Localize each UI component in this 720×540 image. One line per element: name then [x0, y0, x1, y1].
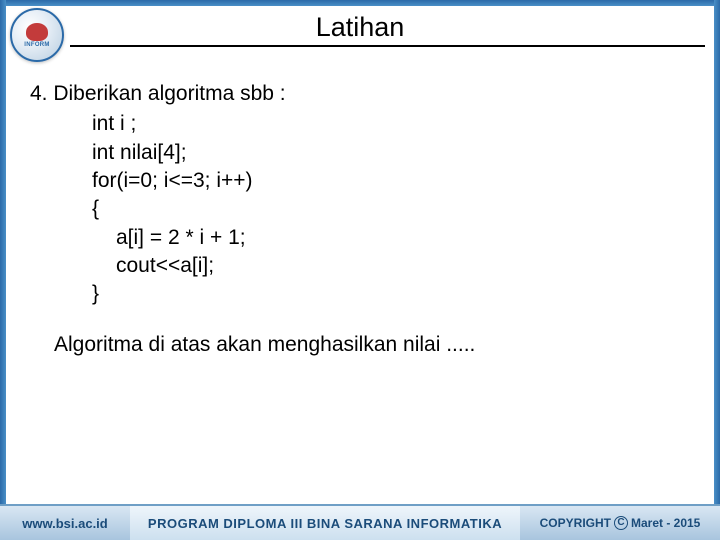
border-left: [0, 0, 6, 540]
code-line: int nilai[4];: [92, 139, 690, 167]
border-top: [0, 0, 720, 6]
footer-url: www.bsi.ac.id: [0, 504, 130, 540]
footer: www.bsi.ac.id PROGRAM DIPLOMA III BINA S…: [0, 504, 720, 540]
footer-program: PROGRAM DIPLOMA III BINA SARANA INFORMAT…: [130, 504, 520, 540]
code-line: a[i] = 2 * i + 1;: [116, 224, 690, 252]
page-title: Latihan: [0, 12, 720, 43]
code-line: cout<<a[i];: [116, 252, 690, 280]
title-underline: [70, 45, 705, 47]
copyright-icon: C: [614, 516, 628, 530]
question-prompt: 4. Diberikan algoritma sbb :: [30, 80, 690, 108]
code-line: {: [92, 195, 690, 223]
code-line: }: [92, 280, 690, 308]
footer-copyright: COPYRIGHT C Maret - 2015: [520, 504, 720, 540]
conclusion-text: Algoritma di atas akan menghasilkan nila…: [30, 331, 690, 359]
copyright-label: COPYRIGHT: [540, 516, 611, 530]
code-line: for(i=0; i<=3; i++): [92, 167, 690, 195]
code-block: int i ; int nilai[4]; for(i=0; i<=3; i++…: [30, 110, 690, 308]
code-line: int i ;: [92, 110, 690, 138]
border-right: [714, 0, 720, 540]
content-area: 4. Diberikan algoritma sbb : int i ; int…: [30, 80, 690, 359]
copyright-date: Maret - 2015: [631, 516, 700, 530]
